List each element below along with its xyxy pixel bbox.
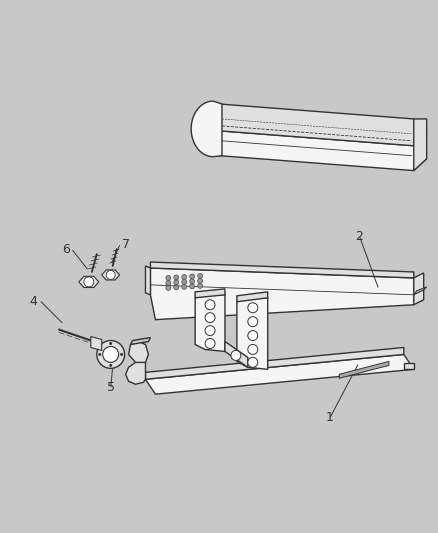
- Polygon shape: [145, 348, 404, 379]
- Circle shape: [97, 341, 124, 368]
- Circle shape: [248, 303, 258, 313]
- Circle shape: [120, 353, 123, 356]
- Circle shape: [103, 346, 119, 362]
- Circle shape: [248, 358, 258, 367]
- Circle shape: [98, 353, 101, 356]
- Polygon shape: [195, 293, 225, 351]
- Polygon shape: [339, 361, 389, 378]
- Polygon shape: [414, 287, 427, 295]
- Circle shape: [109, 364, 112, 367]
- Circle shape: [174, 280, 179, 285]
- Circle shape: [248, 344, 258, 354]
- Polygon shape: [129, 342, 148, 362]
- Circle shape: [231, 351, 241, 360]
- Polygon shape: [145, 266, 150, 295]
- Text: 4: 4: [29, 295, 37, 308]
- Text: 5: 5: [107, 381, 115, 394]
- Polygon shape: [195, 289, 225, 298]
- Polygon shape: [210, 104, 220, 156]
- Polygon shape: [414, 273, 424, 305]
- Polygon shape: [225, 342, 248, 367]
- Circle shape: [190, 284, 194, 289]
- Circle shape: [190, 279, 194, 284]
- Circle shape: [182, 285, 187, 289]
- Circle shape: [174, 285, 179, 290]
- Polygon shape: [404, 364, 414, 369]
- Circle shape: [166, 285, 171, 290]
- Circle shape: [205, 338, 215, 349]
- Polygon shape: [150, 262, 414, 278]
- Circle shape: [248, 317, 258, 327]
- Text: 6: 6: [62, 243, 70, 256]
- Text: 3: 3: [259, 294, 267, 307]
- Circle shape: [166, 276, 171, 280]
- Polygon shape: [237, 296, 268, 369]
- Text: 1: 1: [325, 411, 333, 424]
- Polygon shape: [220, 131, 427, 171]
- Polygon shape: [102, 270, 120, 280]
- Circle shape: [190, 274, 194, 279]
- Polygon shape: [145, 354, 414, 394]
- Circle shape: [166, 280, 171, 285]
- Circle shape: [109, 342, 112, 345]
- Circle shape: [205, 300, 215, 310]
- Polygon shape: [150, 268, 414, 320]
- Circle shape: [174, 275, 179, 280]
- Text: 2: 2: [355, 230, 363, 243]
- Polygon shape: [79, 276, 99, 287]
- Polygon shape: [191, 101, 222, 157]
- Circle shape: [106, 270, 115, 279]
- Polygon shape: [237, 292, 268, 302]
- Circle shape: [182, 279, 187, 285]
- Polygon shape: [126, 361, 145, 384]
- Circle shape: [182, 274, 187, 279]
- Circle shape: [198, 278, 203, 284]
- Circle shape: [205, 313, 215, 322]
- Circle shape: [248, 330, 258, 341]
- Circle shape: [84, 277, 94, 287]
- Polygon shape: [91, 336, 102, 351]
- Polygon shape: [220, 104, 427, 146]
- Circle shape: [198, 284, 203, 288]
- Text: 7: 7: [122, 238, 130, 251]
- Polygon shape: [131, 337, 150, 344]
- Circle shape: [198, 273, 203, 278]
- Polygon shape: [414, 119, 427, 171]
- Circle shape: [205, 326, 215, 336]
